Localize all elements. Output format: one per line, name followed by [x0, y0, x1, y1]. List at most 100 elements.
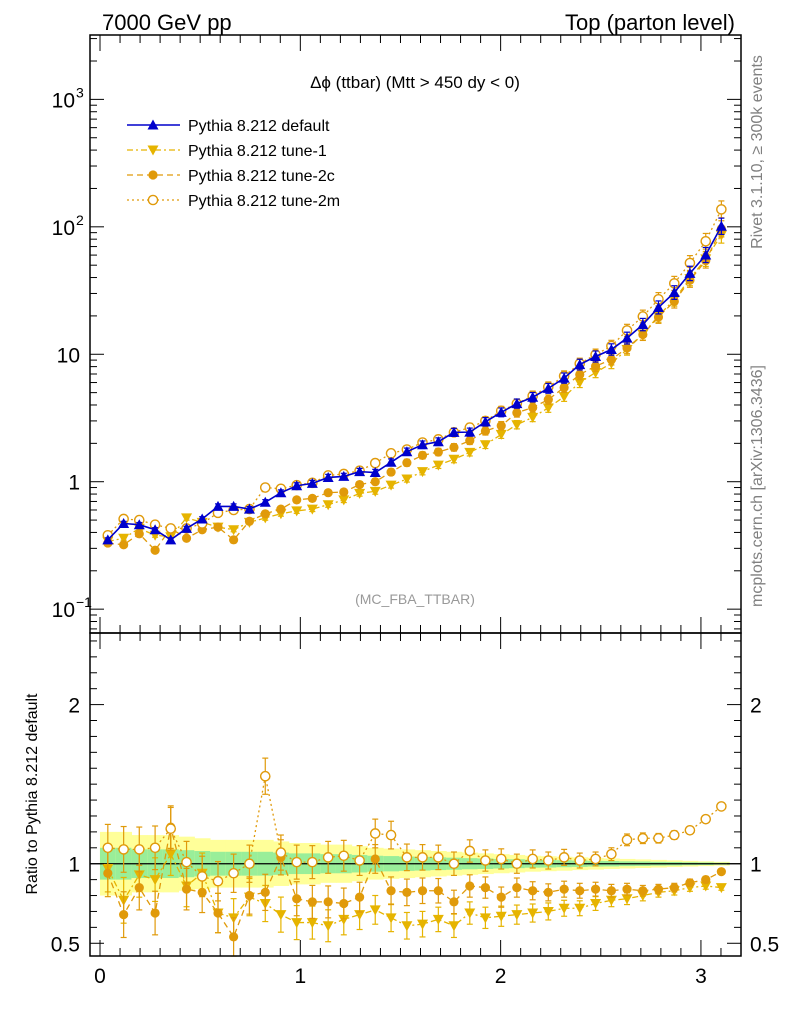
- data-point: [432, 914, 444, 925]
- x-tick-label: 0: [94, 965, 106, 988]
- data-point: [102, 534, 114, 545]
- data-point: [433, 852, 444, 863]
- data-point: [590, 898, 602, 909]
- data-point: [196, 871, 208, 882]
- data-point: [558, 392, 570, 403]
- data-point: [449, 897, 459, 907]
- data-point: [542, 403, 554, 414]
- data-point: [401, 474, 413, 485]
- data-point: [338, 470, 350, 481]
- data-point: [275, 487, 287, 498]
- data-point: [306, 918, 318, 929]
- data-point: [668, 287, 680, 298]
- plot-title: Δϕ (ttbar) (Mtt > 450 dy < 0): [310, 73, 520, 92]
- ratio-frame: [89, 632, 742, 957]
- data-point: [322, 500, 334, 511]
- legend-label: Pythia 8.212 tune-2c: [188, 168, 335, 185]
- data-point: [150, 545, 160, 555]
- data-point: [354, 488, 366, 499]
- data-point: [590, 351, 602, 362]
- series-line: [107, 852, 722, 927]
- data-point: [527, 908, 539, 919]
- ratio-pythia-8-212-tune-2m: [102, 757, 727, 902]
- legend-label: Pythia 8.212 default: [188, 118, 330, 135]
- data-point: [276, 504, 286, 514]
- data-point: [638, 886, 648, 896]
- data-point: [590, 361, 601, 371]
- data-point: [448, 921, 460, 932]
- data-point: [715, 883, 727, 894]
- data-point: [181, 533, 192, 543]
- data-point: [480, 426, 491, 436]
- legend-marker: [147, 145, 159, 156]
- data-point: [212, 500, 224, 511]
- ratio-ylabel: Ratio to Pythia 8.212 default: [24, 693, 41, 895]
- data-point: [622, 343, 632, 353]
- data-point: [259, 482, 271, 493]
- data-point: [606, 848, 617, 860]
- data-point: [606, 886, 617, 896]
- data-point: [621, 834, 633, 846]
- data-point: [338, 914, 350, 925]
- data-point: [700, 813, 712, 825]
- data-point: [354, 466, 366, 477]
- ratio-content: [90, 757, 741, 957]
- data-point: [213, 522, 223, 532]
- data-point: [433, 886, 443, 896]
- mcplots-label: mcplots.cern.ch [arXiv:1306.3436]: [749, 365, 766, 607]
- data-point: [528, 886, 538, 896]
- data-point: [291, 480, 303, 491]
- data-point: [386, 886, 396, 896]
- data-point: [496, 421, 506, 431]
- data-point: [165, 823, 177, 835]
- data-point: [495, 853, 507, 865]
- data-point: [118, 533, 130, 544]
- data-point: [558, 372, 570, 383]
- data-point: [118, 518, 130, 529]
- ratio-y-tick-label: 2: [68, 695, 80, 718]
- data-point: [652, 301, 664, 312]
- data-point: [133, 519, 145, 530]
- series-line: [107, 826, 722, 939]
- data-point: [369, 828, 381, 839]
- data-point: [385, 448, 397, 459]
- data-point: [369, 905, 381, 916]
- data-point: [701, 875, 711, 885]
- data-point: [684, 825, 696, 836]
- ratio-y-tick-label-right: 0.5: [750, 933, 779, 956]
- x-tick-label: 2: [495, 965, 507, 988]
- y-tick-label-exponent: 3: [76, 84, 84, 100]
- data-point: [621, 332, 633, 343]
- data-point: [527, 412, 539, 423]
- data-point: [355, 892, 365, 902]
- data-point: [306, 477, 318, 488]
- data-point: [118, 844, 129, 855]
- ratio-y-tick-label-right: 2: [750, 695, 762, 718]
- legend-label: Pythia 8.212 tune-2m: [188, 193, 340, 210]
- series-line: [107, 234, 722, 543]
- data-point: [401, 446, 413, 457]
- data-point: [575, 886, 585, 896]
- data-point: [685, 878, 695, 888]
- header-right: Top (parton level): [565, 10, 735, 35]
- data-point: [542, 906, 554, 917]
- data-point: [134, 529, 144, 539]
- data-point: [369, 467, 381, 478]
- data-point: [212, 875, 224, 887]
- data-point: [229, 932, 239, 942]
- data-point: [323, 897, 333, 907]
- y-tick-label: 10: [57, 344, 80, 367]
- data-point: [401, 921, 413, 932]
- data-point: [464, 908, 476, 919]
- data-point: [716, 204, 727, 215]
- data-point: [291, 856, 303, 868]
- data-point: [228, 500, 240, 511]
- data-point: [575, 369, 585, 380]
- data-point: [433, 447, 443, 457]
- data-point: [496, 892, 506, 902]
- data-point: [275, 847, 287, 858]
- data-point: [480, 855, 491, 866]
- data-point: [259, 496, 271, 507]
- data-point: [354, 910, 366, 921]
